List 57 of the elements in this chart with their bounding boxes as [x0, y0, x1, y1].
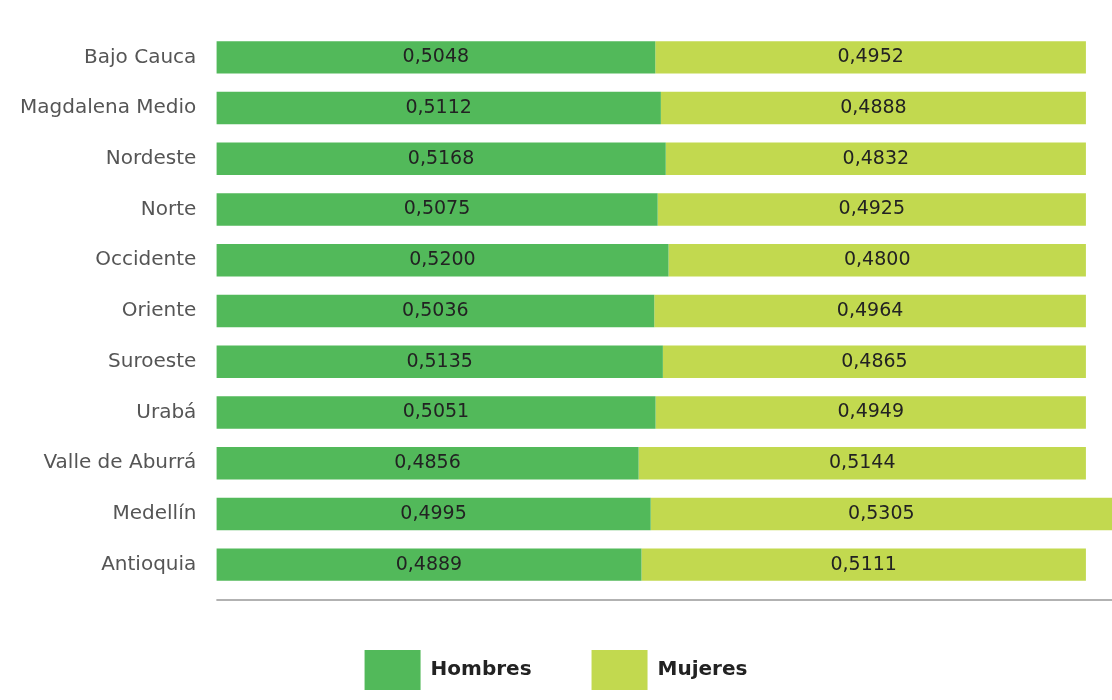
bar — [216, 244, 669, 277]
bar — [216, 142, 666, 176]
y-tick-label: Bajo Cauca — [84, 43, 197, 68]
y-tick-label: Urabá — [136, 398, 197, 423]
data-label: 0,4832 — [842, 145, 910, 168]
bar — [216, 497, 651, 531]
bar — [657, 193, 1086, 226]
bar — [655, 396, 1086, 429]
data-label: 0,5305 — [848, 500, 915, 523]
data-label: 0,4856 — [394, 450, 461, 473]
bar — [655, 41, 1086, 74]
data-label: 0,5168 — [407, 145, 475, 168]
data-label: 0,5048 — [402, 44, 470, 67]
y-tick-label: Magdalena Medio — [20, 94, 197, 119]
y-tick-label: Antioquia — [101, 550, 197, 575]
y-tick-label: Valle de Aburrá — [43, 449, 197, 474]
data-label: 0,5075 — [403, 196, 471, 219]
bar — [216, 294, 655, 328]
bar — [641, 548, 1086, 581]
data-label: 0,5036 — [402, 297, 469, 320]
bar — [650, 497, 1112, 531]
bar — [654, 294, 1086, 328]
data-label: 0,5111 — [830, 551, 897, 574]
data-label: 0,5112 — [405, 95, 472, 118]
data-label: 0,4865 — [841, 348, 908, 371]
bar — [662, 345, 1086, 378]
data-label: 0,4889 — [395, 551, 463, 574]
y-tick-label: Norte — [140, 195, 197, 220]
data-label: 0,4949 — [837, 399, 904, 422]
bar — [216, 446, 639, 480]
data-label: 0,4925 — [838, 196, 906, 219]
bar — [216, 41, 656, 74]
y-tick-label: Nordeste — [105, 145, 197, 170]
bar — [216, 345, 663, 378]
bar — [660, 91, 1086, 125]
legend-label: Mujeres — [657, 656, 748, 681]
bar — [668, 244, 1086, 277]
bar — [216, 548, 642, 581]
bar — [216, 193, 658, 226]
data-label: 0,4888 — [840, 95, 907, 118]
data-label: 0,4964 — [836, 297, 904, 320]
data-label: 0,4952 — [837, 44, 904, 67]
legend-label: Hombres — [430, 656, 532, 681]
y-tick-label: Medellín — [112, 500, 197, 525]
bar — [638, 446, 1086, 480]
data-label: 0,5051 — [402, 399, 470, 422]
y-tick-label: Suroeste — [108, 347, 197, 372]
data-label: 0,5135 — [406, 348, 473, 371]
data-label: 0,5144 — [829, 450, 896, 473]
bar — [216, 91, 661, 125]
data-label: 0,5200 — [409, 247, 476, 270]
y-tick-label: Oriente — [121, 297, 197, 322]
y-tick-label: Occidente — [95, 246, 197, 271]
data-label: 0,4800 — [843, 247, 911, 270]
bar — [216, 396, 656, 429]
bar — [665, 142, 1086, 176]
data-label: 0,4995 — [400, 500, 467, 523]
